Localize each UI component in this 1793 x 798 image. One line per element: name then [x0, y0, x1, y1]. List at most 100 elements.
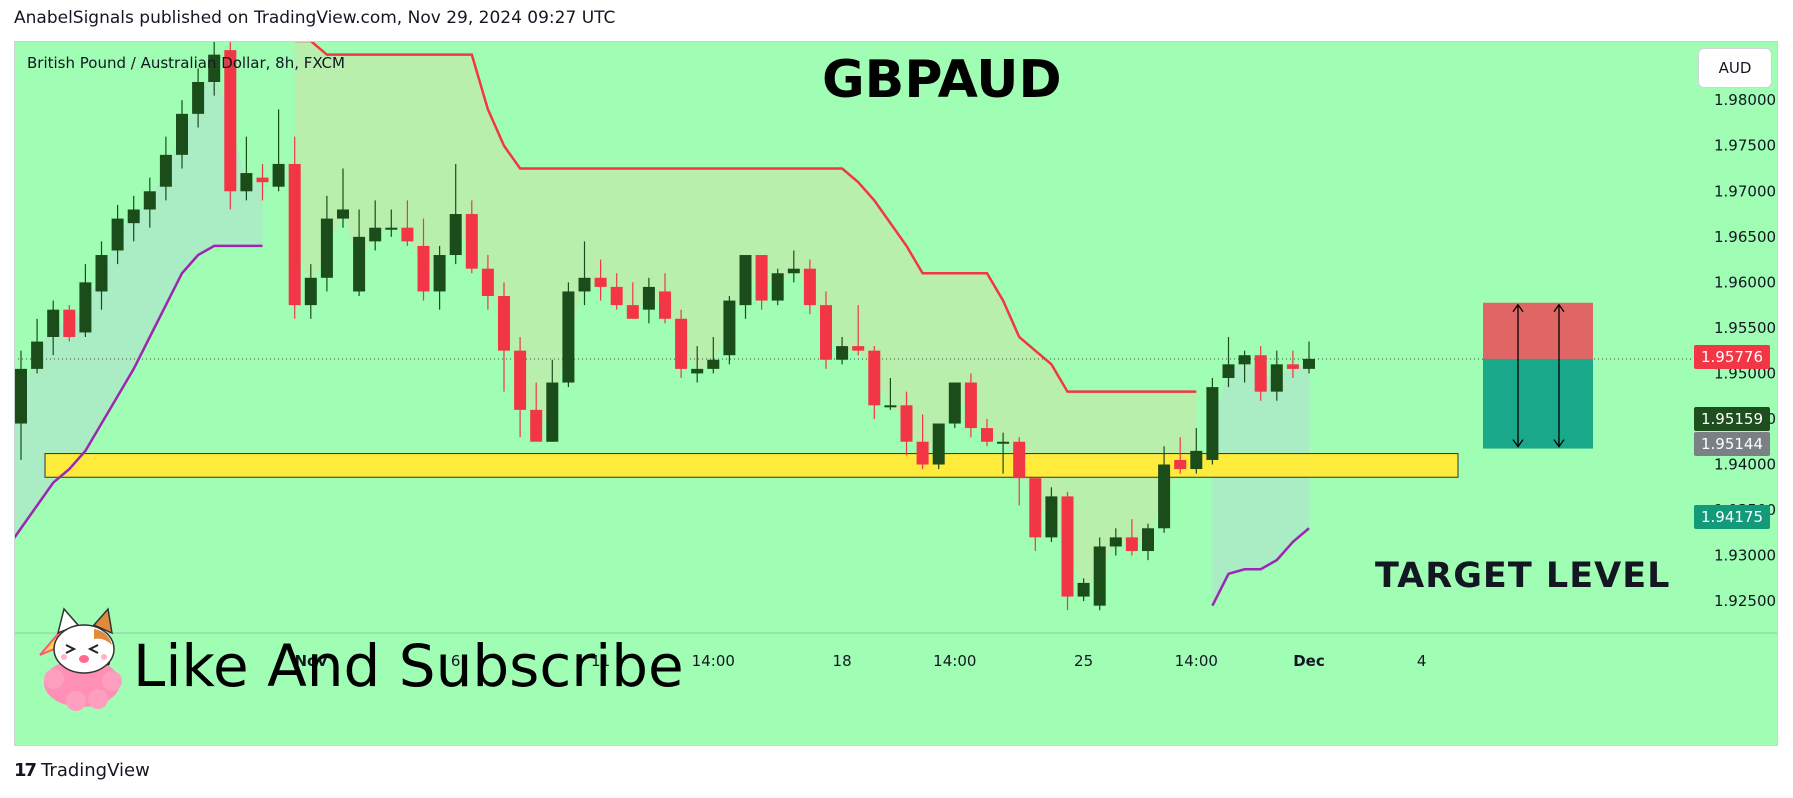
candle — [63, 305, 76, 342]
candle-body — [1286, 364, 1299, 369]
candle — [1109, 528, 1122, 556]
candle-body — [15, 368, 27, 424]
candle-body — [1125, 537, 1138, 552]
candle — [932, 423, 945, 470]
candle — [1013, 437, 1026, 506]
candle-body — [272, 163, 285, 187]
currency-button[interactable]: AUD — [1698, 48, 1772, 88]
candle — [337, 168, 349, 228]
candle — [852, 305, 865, 356]
candle-body — [997, 441, 1010, 444]
candle-body — [610, 286, 623, 306]
candle-body — [47, 309, 60, 337]
candle — [707, 337, 720, 374]
candle-body — [868, 350, 881, 406]
candle — [1174, 437, 1187, 474]
candle-body — [1206, 387, 1219, 460]
candle — [417, 218, 430, 301]
x-tick-label: 14:00 — [692, 652, 735, 670]
candle-body — [626, 305, 639, 319]
candle — [1222, 337, 1235, 388]
candle — [224, 41, 237, 210]
symbol-description[interactable]: British Pound / Australian Dollar, 8h, F… — [27, 54, 345, 72]
candle — [691, 346, 704, 383]
candle-body — [1093, 546, 1106, 606]
y-tick-label: 1.95500 — [1714, 319, 1776, 337]
x-tick-label: 6 — [451, 652, 461, 670]
candle-body — [1061, 496, 1074, 597]
candle-body — [176, 113, 188, 155]
candle-body — [256, 177, 269, 183]
price-chart[interactable]: 1.98000 1.97500 1.97000 1.96500 1.96000 1.955… — [14, 41, 1778, 746]
candle-body — [932, 423, 945, 465]
candle-body — [1013, 441, 1026, 479]
candle-body — [803, 268, 816, 306]
candle-body — [836, 346, 849, 360]
candle-body — [433, 255, 446, 292]
candle — [433, 245, 446, 310]
y-tick-label: 1.94000 — [1714, 456, 1776, 474]
candle-body — [771, 273, 784, 301]
candle — [481, 255, 494, 310]
candle-body — [900, 405, 913, 442]
candle — [465, 200, 478, 274]
candle-body — [1077, 582, 1090, 597]
candle-body — [320, 218, 333, 278]
candle — [1238, 350, 1251, 383]
candle — [1061, 491, 1074, 611]
x-tick-label: 25 — [1074, 652, 1093, 670]
candle — [208, 41, 221, 96]
position-box — [1483, 302, 1593, 449]
candle-body — [159, 154, 172, 187]
target-price-label: 1.95776 — [1694, 345, 1770, 369]
supertrend-up-line-1 — [14, 244, 263, 541]
candle — [320, 195, 333, 292]
candle-body — [755, 255, 768, 301]
candle-body — [192, 81, 205, 114]
stop-zone-box — [1483, 358, 1593, 449]
candle — [514, 337, 527, 438]
y-tick-label: 1.93000 — [1714, 547, 1776, 565]
supertrend-lines — [14, 41, 1310, 607]
chart-pane[interactable]: 1.98000 1.97500 1.97000 1.96500 1.96000 1.955… — [14, 41, 1778, 746]
candle-body — [1254, 355, 1267, 392]
candle — [449, 163, 462, 265]
candle — [948, 382, 961, 429]
candle — [546, 359, 559, 442]
candle — [47, 300, 60, 356]
publisher-header: AnabelSignals published on TradingView.c… — [14, 8, 616, 28]
candle — [79, 264, 92, 337]
candle-body — [916, 441, 929, 465]
support-zone — [44, 453, 1459, 478]
candle — [192, 68, 205, 128]
candle-body — [465, 214, 478, 269]
candle-body — [498, 296, 510, 351]
candle-body — [1270, 364, 1283, 392]
candle-body — [948, 382, 961, 424]
tradingview-logo-icon[interactable]: 17 — [14, 760, 37, 781]
x-tick-label: 18 — [833, 652, 852, 670]
brand-name[interactable]: TradingView — [41, 760, 150, 781]
supertrend-up-fill-1 — [14, 68, 263, 539]
candle — [755, 255, 768, 310]
candle-body — [530, 409, 543, 442]
chart-title: GBPAUD — [822, 50, 1062, 110]
stop-price-label: 1.94175 — [1694, 505, 1770, 529]
candle — [803, 259, 816, 315]
supertrend-fills — [14, 41, 1309, 606]
candle-body — [1045, 496, 1058, 538]
x-tick-label: 14:00 — [1175, 652, 1218, 670]
candle — [1254, 346, 1267, 401]
arrow-head-icon — [1512, 303, 1524, 313]
candle — [723, 296, 736, 365]
y-tick-label: 1.92500 — [1714, 592, 1776, 610]
candle — [176, 100, 188, 169]
footer[interactable]: 17 TradingView — [14, 760, 150, 781]
y-tick-label: 1.97500 — [1714, 137, 1776, 155]
candle — [884, 377, 897, 410]
candle — [256, 163, 269, 201]
candle-body — [642, 286, 655, 310]
candle — [240, 136, 253, 201]
candle-body — [562, 291, 575, 383]
candle — [143, 177, 156, 228]
